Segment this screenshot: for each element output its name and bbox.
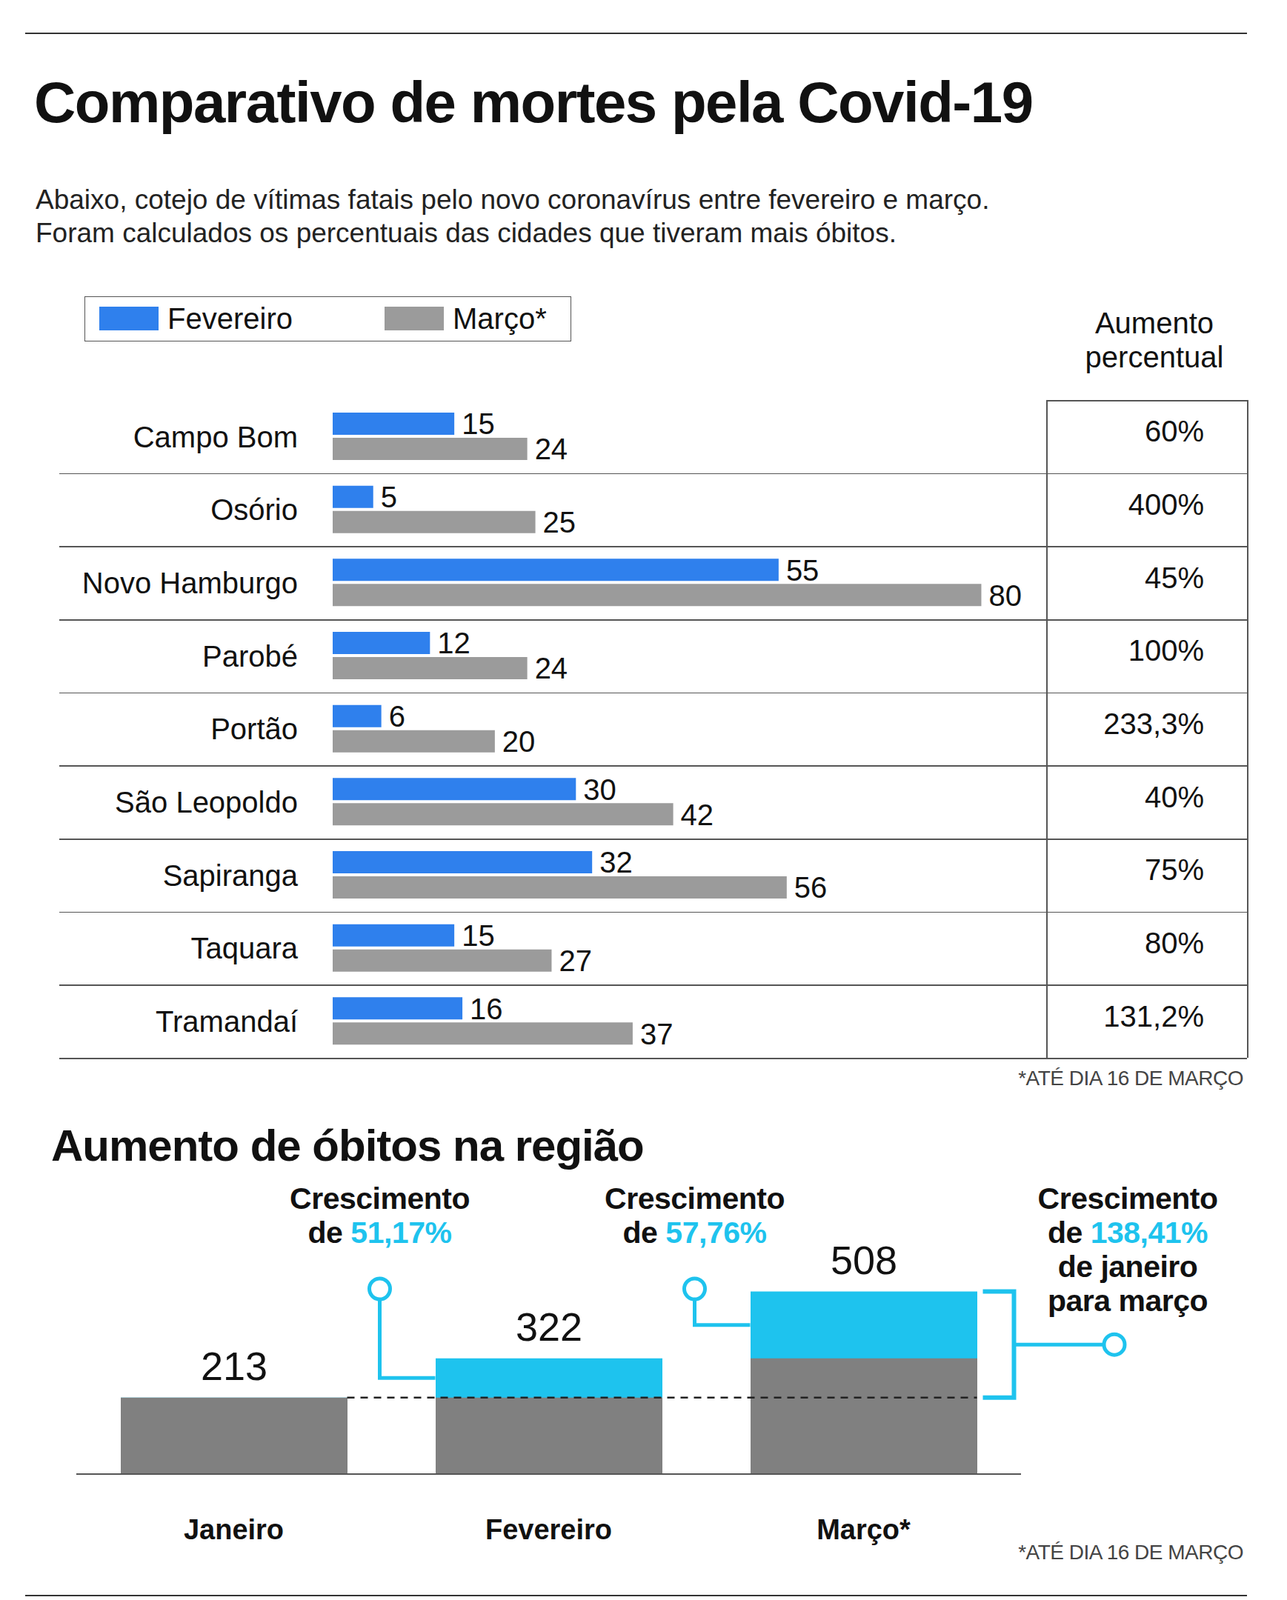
html-text:45%: 45%	[1144, 561, 1205, 595]
svg-text:Março*: Março*	[816, 1514, 911, 1546]
html-text:Abaixo, cotejo de vítimas fata: Abaixo, cotejo de vítimas fatais pelo no…	[35, 184, 990, 215]
html-text:400%: 400%	[1128, 488, 1205, 521]
svg-text:Fevereiro: Fevereiro	[485, 1514, 613, 1546]
svg-text:80: 80	[988, 579, 1022, 613]
html-text:60%: 60%	[1144, 415, 1205, 448]
svg-text:6: 6	[388, 700, 406, 733]
svg-text:Sapiranga: Sapiranga	[163, 859, 299, 893]
svg-text:42: 42	[680, 798, 715, 832]
html-text:40%: 40%	[1144, 780, 1205, 814]
svg-text:15: 15	[461, 407, 495, 441]
html-text:Aumento de óbitos na região: Aumento de óbitos na região	[51, 1121, 644, 1171]
html-text:Crescimento de 138,41%: Crescimento de 138,41%	[1037, 1181, 1218, 1250]
html-text:Comparativo de mortes pela Cov: Comparativo de mortes pela Covid-19	[34, 69, 1033, 135]
svg-text:Novo Hamburgo: Novo Hamburgo	[82, 566, 298, 600]
svg-text:30: 30	[583, 773, 617, 807]
svg-text:213: 213	[200, 1344, 268, 1389]
html-text:233,3%: 233,3%	[1103, 707, 1205, 741]
svg-text:20: 20	[502, 725, 536, 758]
html-text:Crescimento de 51,17%: Crescimento de 51,17%	[289, 1181, 470, 1250]
svg-text:24: 24	[534, 432, 569, 466]
html-text:de janeiro para março: de janeiro para março	[1047, 1249, 1208, 1319]
svg-text:12: 12	[437, 626, 471, 660]
svg-text:16: 16	[469, 992, 504, 1026]
svg-text:5: 5	[380, 480, 398, 514]
svg-text:Osório: Osório	[210, 493, 298, 527]
html-text:Crescimento de 57,76%: Crescimento de 57,76%	[604, 1181, 785, 1250]
svg-text:Portão: Portão	[210, 712, 298, 746]
svg-text:Campo Bom: Campo Bom	[133, 420, 298, 454]
svg-text:322: 322	[515, 1304, 583, 1350]
html-text:75%: 75%	[1144, 853, 1205, 887]
html-text:100%: 100%	[1128, 634, 1205, 668]
svg-text:55: 55	[786, 554, 820, 587]
svg-text:27: 27	[558, 944, 593, 978]
html-text:*ATÉ DIA 16 DE MARÇO: *ATÉ DIA 16 DE MARÇO	[1018, 1541, 1244, 1565]
html-text:Março*: Março*	[452, 301, 547, 335]
svg-text:Janeiro: Janeiro	[183, 1514, 284, 1546]
svg-text:37: 37	[640, 1018, 674, 1051]
html-text:Aumento percentual: Aumento percentual	[1085, 306, 1224, 374]
svg-text:24: 24	[534, 652, 569, 685]
svg-text:Parobé: Parobé	[202, 640, 298, 673]
svg-text:56: 56	[794, 871, 828, 904]
svg-text:25: 25	[543, 506, 577, 539]
svg-text:15: 15	[461, 919, 495, 953]
svg-text:Taquara: Taquara	[190, 932, 298, 965]
svg-text:508: 508	[830, 1238, 898, 1283]
svg-text:32: 32	[599, 846, 633, 879]
html-text:Fevereiro: Fevereiro	[167, 301, 293, 335]
html-text:80%: 80%	[1144, 926, 1205, 960]
svg-text:Tramandaí: Tramandaí	[155, 1005, 298, 1039]
html-text:Foram calculados os percentuai: Foram calculados os percentuais das cida…	[35, 217, 897, 249]
svg-text:São Leopoldo: São Leopoldo	[114, 786, 298, 819]
html-text:131,2%: 131,2%	[1103, 1000, 1205, 1033]
html-text:*ATÉ DIA 16 DE MARÇO: *ATÉ DIA 16 DE MARÇO	[1018, 1066, 1244, 1090]
